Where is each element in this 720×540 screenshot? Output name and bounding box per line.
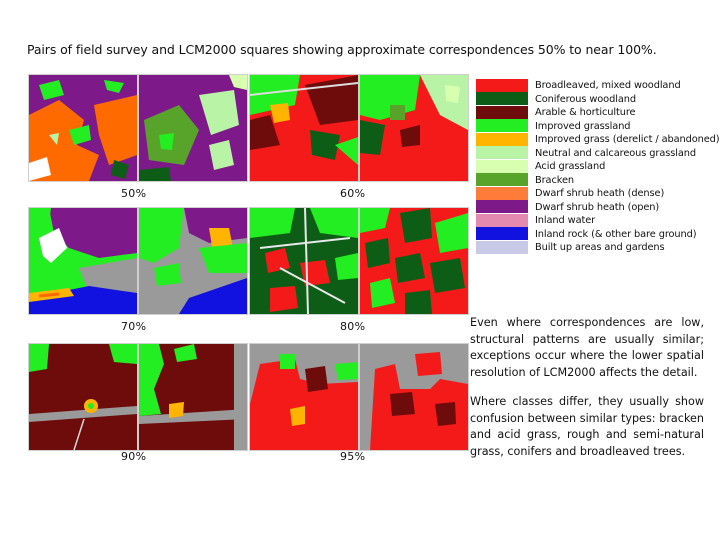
- legend: Broadleaved, mixed woodland Coniferous wo…: [476, 78, 720, 255]
- legend-item: Built up areas and gardens: [476, 240, 716, 255]
- paragraph-structural-patterns: Even where correspondences are low, stru…: [470, 316, 704, 379]
- legend-label: Inland water: [535, 215, 596, 227]
- legend-item: Inland water: [476, 213, 716, 228]
- legend-swatch: [476, 105, 528, 120]
- legend-item: Arable & horticulture: [476, 105, 716, 120]
- map-pair-80-survey: [249, 207, 359, 315]
- legend-item: Dwarf shrub heath (dense): [476, 186, 716, 201]
- paragraph-class-confusion: Where classes differ, they usually show …: [470, 395, 704, 458]
- legend-label: Dwarf shrub heath (dense): [535, 188, 665, 200]
- legend-label: Arable & horticulture: [535, 107, 636, 119]
- legend-item: Bracken: [476, 173, 716, 188]
- map-pair-70-survey: [28, 207, 138, 315]
- percent-label-80: 80%: [340, 320, 366, 333]
- legend-label: Broadleaved, mixed woodland: [535, 80, 681, 92]
- legend-label: Coniferous woodland: [535, 93, 636, 105]
- map-pair-95-lcm: [359, 343, 469, 451]
- legend-swatch: [476, 227, 528, 242]
- legend-swatch: [476, 132, 528, 147]
- legend-item: Dwarf shrub heath (open): [476, 200, 716, 215]
- percent-label-50: 50%: [121, 187, 147, 200]
- map-pair-90-lcm: [138, 343, 248, 451]
- legend-label: Acid grassland: [535, 161, 606, 173]
- legend-label: Inland rock (& other bare ground): [535, 228, 697, 240]
- legend-swatch: [476, 78, 528, 93]
- legend-swatch: [476, 200, 528, 215]
- legend-label: Neutral and calcareous grassland: [535, 147, 696, 159]
- legend-label: Built up areas and gardens: [535, 242, 665, 254]
- map-pair-50-survey: [28, 74, 138, 182]
- map-pair-60-lcm: [359, 74, 469, 182]
- legend-item: Inland rock (& other bare ground): [476, 227, 716, 242]
- legend-item: Broadleaved, mixed woodland: [476, 78, 716, 93]
- percent-label-70: 70%: [121, 320, 147, 333]
- legend-item: Coniferous woodland: [476, 92, 716, 107]
- legend-label: Improved grass (derelict / abandoned): [535, 134, 720, 146]
- legend-swatch: [476, 186, 528, 201]
- legend-item: Neutral and calcareous grassland: [476, 146, 716, 161]
- legend-swatch: [476, 119, 528, 134]
- percent-label-90: 90%: [121, 450, 147, 463]
- map-pair-90-survey: [28, 343, 138, 451]
- legend-swatch: [476, 173, 528, 188]
- percent-label-95: 95%: [340, 450, 366, 463]
- legend-swatch: [476, 146, 528, 161]
- legend-label: Improved grassland: [535, 120, 631, 132]
- legend-item: Improved grassland: [476, 119, 716, 134]
- percent-label-60: 60%: [340, 187, 366, 200]
- legend-item: Acid grassland: [476, 159, 716, 174]
- legend-swatch: [476, 213, 528, 228]
- legend-swatch: [476, 240, 528, 255]
- legend-swatch: [476, 92, 528, 107]
- legend-swatch: [476, 159, 528, 174]
- legend-item: Improved grass (derelict / abandoned): [476, 132, 720, 147]
- map-pair-60-survey: [249, 74, 359, 182]
- page-title: Pairs of field survey and LCM2000 square…: [27, 42, 657, 57]
- map-pair-80-lcm: [359, 207, 469, 315]
- map-pair-70-lcm: [138, 207, 248, 315]
- legend-label: Bracken: [535, 174, 574, 186]
- legend-label: Dwarf shrub heath (open): [535, 201, 660, 213]
- map-pair-50-lcm: [138, 74, 248, 182]
- map-pair-95-survey: [249, 343, 359, 451]
